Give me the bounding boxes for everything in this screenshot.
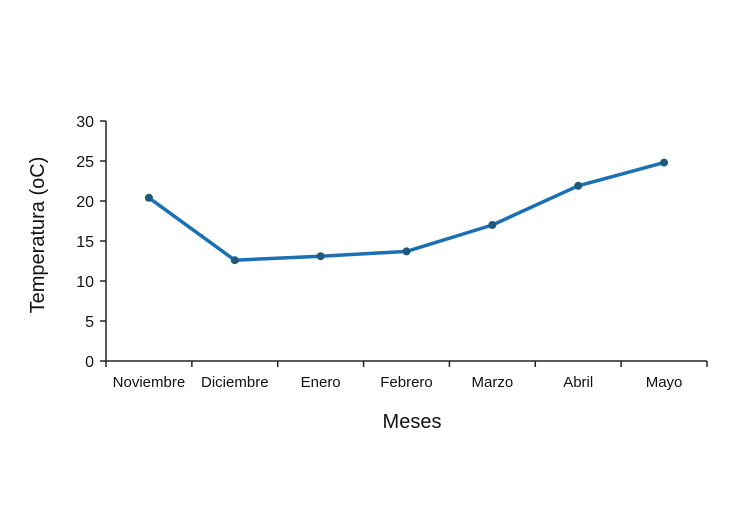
data-point xyxy=(488,221,497,229)
series-line xyxy=(147,160,666,262)
series-layer xyxy=(144,158,669,265)
y-axis-ticks: 0 5 10 15 20 25 30 xyxy=(76,114,106,371)
data-point xyxy=(316,252,325,261)
y-tick-label: 20 xyxy=(76,194,94,211)
x-axis-ticks: Noviembre Diciembre Enero Febrero Marzo Abril… xyxy=(105,361,708,391)
y-tick-label: 25 xyxy=(76,154,94,171)
data-point xyxy=(402,247,411,256)
data-point xyxy=(144,193,153,202)
x-tick-label: Marzo xyxy=(472,374,514,391)
data-point xyxy=(574,181,583,190)
x-tick-label: Diciembre xyxy=(201,374,269,391)
x-tick-label: Mayo xyxy=(646,374,683,391)
data-point xyxy=(660,158,669,167)
y-tick-label: 15 xyxy=(76,234,94,251)
x-tick-label: Enero xyxy=(301,374,341,391)
y-tick-label: 30 xyxy=(76,114,94,131)
x-tick-label: Abril xyxy=(563,374,593,391)
axes xyxy=(105,121,707,362)
y-tick-label: 0 xyxy=(85,354,94,371)
x-tick-label: Febrero xyxy=(380,374,433,391)
data-point xyxy=(230,256,239,265)
y-axis-title: Temperatura (oC) xyxy=(27,157,49,314)
y-tick-label: 10 xyxy=(76,274,94,291)
y-tick-label: 5 xyxy=(85,314,94,331)
x-tick-label: Noviembre xyxy=(113,374,186,391)
x-axis-title: Meses xyxy=(383,411,442,433)
